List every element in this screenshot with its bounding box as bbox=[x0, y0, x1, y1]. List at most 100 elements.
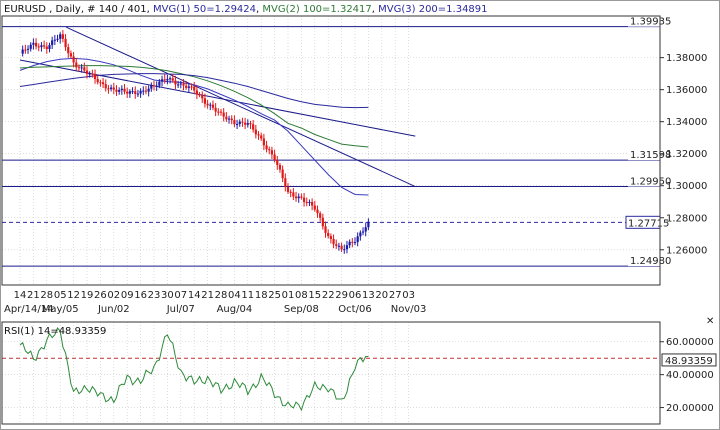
candle-body bbox=[139, 90, 142, 94]
level-label-bg bbox=[628, 176, 660, 187]
x-tick-label: 27 bbox=[389, 290, 402, 301]
candle-body bbox=[179, 83, 182, 85]
candle-body bbox=[219, 111, 223, 113]
rsi-panel-frame bbox=[1, 321, 661, 425]
x-tick-label: 12 bbox=[67, 290, 80, 301]
candle-body bbox=[160, 79, 164, 82]
candle-body bbox=[118, 90, 121, 92]
candle-body bbox=[281, 169, 284, 179]
x-tick-label: 18 bbox=[255, 290, 268, 301]
x-month-label: Jul/07 bbox=[166, 304, 195, 315]
candle-body bbox=[123, 88, 126, 92]
level-label: 1.39935 bbox=[630, 17, 671, 28]
candle-body bbox=[356, 236, 359, 243]
moving-averages bbox=[19, 57, 369, 196]
candle-body bbox=[24, 49, 27, 51]
x-month-label: May/05 bbox=[42, 304, 79, 315]
trendlines bbox=[19, 26, 416, 187]
candle-body bbox=[75, 62, 78, 68]
candle-body bbox=[233, 120, 236, 125]
candle-body bbox=[155, 85, 158, 87]
candle-body bbox=[34, 42, 38, 47]
candle-body bbox=[185, 85, 188, 88]
level-label-bg bbox=[628, 256, 660, 267]
candle-body bbox=[147, 88, 150, 92]
header-title: EURUSD , Daily, # 140 / 401, MVG(1) 50=1… bbox=[4, 4, 488, 15]
header-bars: # 140 / 401 bbox=[87, 4, 146, 15]
candle-body bbox=[128, 91, 131, 94]
candle-body bbox=[289, 191, 292, 193]
level-label-bg bbox=[628, 150, 660, 161]
candle-body bbox=[177, 84, 180, 86]
candle-body bbox=[300, 196, 303, 198]
candle-body bbox=[72, 56, 75, 63]
candle-body bbox=[302, 197, 306, 202]
candle-body bbox=[257, 134, 260, 136]
x-month-label: Sep/08 bbox=[284, 304, 319, 315]
candle-body bbox=[115, 89, 118, 92]
candle-body bbox=[136, 93, 140, 95]
x-tick-label: 22 bbox=[322, 290, 335, 301]
x-tick-label: 30 bbox=[161, 290, 174, 301]
candle-body bbox=[91, 73, 94, 75]
candle-body bbox=[308, 202, 311, 204]
candle-body bbox=[225, 116, 228, 120]
x-tick-label: 20 bbox=[375, 290, 388, 301]
candle-body bbox=[168, 78, 172, 80]
x-tick-label: 21 bbox=[27, 290, 40, 301]
x-tick-label: 25 bbox=[268, 290, 281, 301]
candle-body bbox=[276, 160, 279, 166]
candle-body bbox=[217, 111, 220, 113]
candle-body bbox=[201, 95, 204, 99]
candle-body bbox=[230, 118, 233, 121]
candle-body bbox=[222, 112, 225, 117]
trendline bbox=[66, 26, 416, 187]
candle-body bbox=[150, 85, 153, 89]
candle-body bbox=[134, 91, 137, 95]
main-panel-frame bbox=[1, 15, 661, 286]
candle-body bbox=[48, 45, 51, 50]
candle-body bbox=[112, 87, 115, 90]
candle-body bbox=[260, 135, 263, 139]
candle-body bbox=[348, 241, 351, 246]
candle-body bbox=[43, 45, 46, 47]
rsi-current-box bbox=[661, 353, 717, 367]
candle-body bbox=[332, 238, 335, 245]
moving-average-line bbox=[19, 73, 369, 109]
candle-body bbox=[187, 86, 190, 88]
candle-body bbox=[64, 38, 67, 48]
candle-body bbox=[313, 205, 316, 210]
candle-body bbox=[77, 67, 81, 69]
candle-body bbox=[80, 67, 83, 69]
x-month-label: Aug/04 bbox=[217, 304, 253, 315]
candle-body bbox=[195, 90, 198, 95]
candle-body bbox=[335, 244, 338, 246]
candle-body bbox=[40, 45, 43, 48]
x-tick-label: 14 bbox=[188, 290, 201, 301]
x-tick-label: 05 bbox=[54, 290, 67, 301]
x-tick-label: 19 bbox=[81, 290, 94, 301]
x-tick-label: 04 bbox=[228, 290, 241, 301]
trendline bbox=[19, 59, 416, 137]
candle-body bbox=[324, 226, 327, 233]
candle-body bbox=[214, 107, 217, 112]
candle-body bbox=[26, 48, 30, 50]
candle-body bbox=[353, 242, 357, 244]
candle-body bbox=[238, 121, 241, 125]
candle-body bbox=[53, 39, 56, 41]
candle-body bbox=[343, 249, 346, 251]
candle-body bbox=[311, 202, 314, 206]
candle-body bbox=[319, 213, 322, 218]
panel-close-icon: ✕ bbox=[706, 316, 714, 327]
candle-body bbox=[327, 232, 330, 237]
candle-body bbox=[209, 104, 212, 106]
candle-body bbox=[227, 118, 231, 120]
x-tick-label: 07 bbox=[174, 290, 187, 301]
candle-body bbox=[316, 209, 319, 214]
candle-body bbox=[67, 47, 70, 54]
candle-body bbox=[241, 121, 244, 123]
candle-body bbox=[249, 123, 252, 125]
y-tick-label: 1.38000 bbox=[666, 53, 707, 64]
candle-body bbox=[364, 227, 367, 232]
